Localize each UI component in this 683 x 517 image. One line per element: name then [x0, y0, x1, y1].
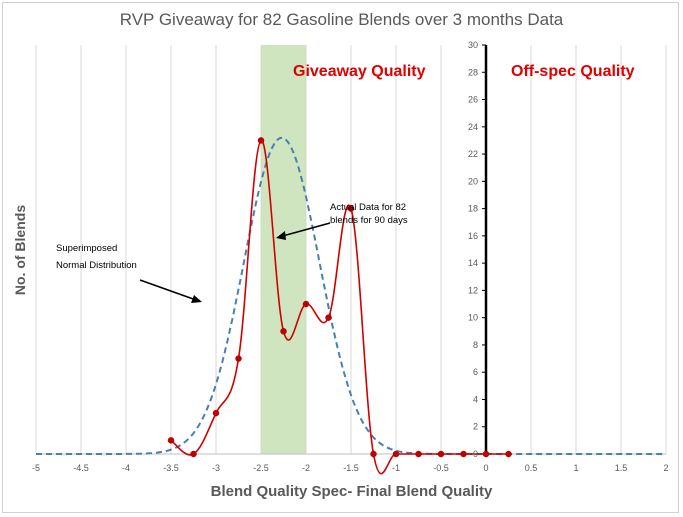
actual-data-point — [415, 450, 422, 458]
x-tick-label: -1 — [392, 463, 400, 473]
x-tick-label: -4 — [122, 463, 130, 473]
y-tick-label: 24 — [468, 122, 478, 132]
x-tick-label: -5 — [32, 463, 40, 473]
actual-data-point — [347, 205, 355, 212]
actual-data-point — [190, 450, 197, 458]
actual-data-point — [370, 450, 377, 458]
x-tick-label: -1.5 — [343, 463, 359, 473]
y-tick-label: 0 — [473, 449, 478, 459]
actual-data-point — [437, 450, 445, 458]
actual-data-curve — [170, 139, 509, 475]
actual-data-arrowhead — [276, 231, 286, 240]
normal-dist-note-line2: Normal Distribution — [56, 260, 137, 271]
y-tick-label: 12 — [468, 285, 478, 295]
actual-data-point — [280, 328, 287, 335]
normal-dist-arrow — [139, 279, 197, 301]
x-tick-label: 0 — [483, 463, 488, 473]
annotation-layer: Giveaway Quality Off-spec Quality Actual… — [56, 63, 635, 303]
giveaway-band — [261, 45, 306, 454]
x-tick-label: -3.5 — [163, 463, 179, 473]
normal-dist-arrowhead — [191, 295, 202, 303]
actual-data-point — [257, 137, 265, 144]
giveaway-label: Giveaway Quality — [293, 63, 426, 80]
actual-data-point — [392, 450, 400, 458]
actual-data-point — [235, 355, 242, 362]
chart-frame — [2, 2, 679, 513]
y-tick-label: 28 — [468, 67, 478, 77]
actual-data-point — [482, 450, 490, 458]
y-tick-label: 14 — [468, 258, 478, 268]
y-tick-label: 4 — [473, 394, 478, 404]
actual-data-arrow — [278, 222, 331, 238]
actual-data-point — [505, 450, 512, 458]
x-tick-label: 1 — [573, 463, 578, 473]
actual-data-point — [460, 450, 467, 458]
y-tick-label: 18 — [468, 204, 478, 214]
y-tick-label: 30 — [468, 40, 478, 50]
y-tick-label: 6 — [473, 367, 478, 377]
y-tick-label: 16 — [468, 231, 478, 241]
actual-data-note-line2: blends for 90 days — [330, 215, 408, 226]
x-tick-label: -2.5 — [253, 463, 269, 473]
y-tick-label: 20 — [468, 176, 478, 186]
marker-layer — [167, 137, 512, 458]
normal-distribution-curve — [36, 136, 666, 455]
actual-data-point — [302, 300, 310, 308]
actual-data-point — [325, 314, 332, 321]
x-tick-label: 2 — [663, 463, 668, 473]
y-tick-label: 2 — [473, 422, 478, 432]
x-axis-title: Blend Quality Spec- Final Blend Quality — [210, 483, 493, 500]
y-tick-label: 10 — [468, 313, 478, 323]
x-tick-label: -3 — [212, 463, 220, 473]
normal-dist-note-line1: Superimposed — [56, 243, 117, 254]
x-tick-label: -0.5 — [433, 463, 449, 473]
chart-title: RVP Giveaway for 82 Gasoline Blends over… — [119, 10, 564, 29]
x-tick-label: -2 — [302, 463, 310, 473]
x-tick-label: 0.5 — [525, 463, 538, 473]
tick-layer: -5 -4.5 -4 -3.5 -3 -2.5 -2 -1.5 -1 -0.5 0 0.5 1 1.5 20… — [32, 40, 669, 473]
y-tick-label: 22 — [468, 149, 478, 159]
x-tick-label: -4.5 — [73, 463, 89, 473]
x-tick-label: 1.5 — [615, 463, 628, 473]
actual-data-point — [212, 409, 220, 417]
y-tick-label: 8 — [473, 340, 478, 350]
offspec-label: Off-spec Quality — [511, 63, 635, 80]
actual-data-note-line1: Actual Data for 82 — [330, 202, 406, 213]
y-tick-label: 26 — [468, 95, 478, 105]
actual-data-point — [167, 437, 175, 444]
